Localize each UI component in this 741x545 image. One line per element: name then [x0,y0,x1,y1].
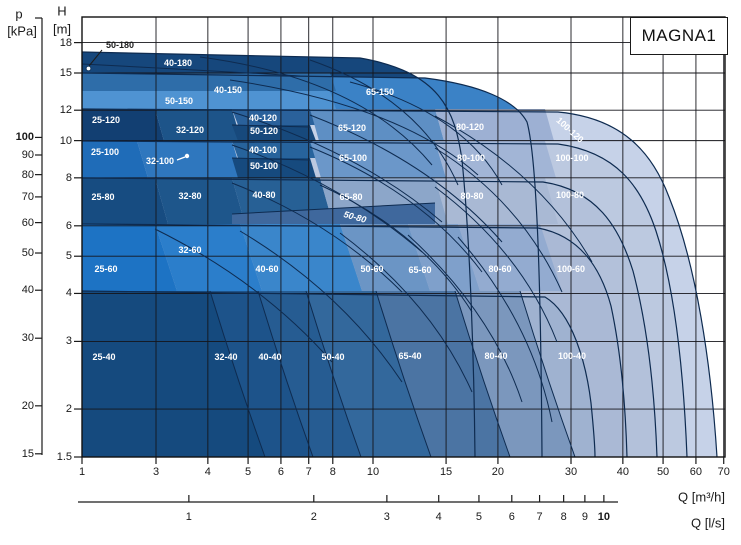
flow-m3h-tick-label: 10 [366,466,380,478]
pump-model-label: 65-40 [398,351,422,361]
flow-m3h-tick-label: 70 [717,466,730,478]
pump-model-label: 80-80 [460,191,484,201]
pressure-tick-label: 60 [21,216,34,229]
pump-model-label: 40-80 [252,190,276,200]
pump-model-label: 40-120 [248,113,278,123]
flow-ls-tick-label: 2 [310,511,317,523]
pump-model-label: 40-180 [163,58,193,68]
pump-model-label: 50-60 [360,264,384,274]
pump-model-label: 32-100 [145,156,175,166]
flow-m3h-tick-label: 20 [491,466,505,478]
pump-model-label: 32-120 [175,125,205,135]
pump-model-label: 25-100 [90,147,120,157]
head-tick-label: 8 [65,171,72,184]
flow-m3h-tick-label: 3 [152,466,160,478]
head-tick-label: 1.5 [56,451,72,463]
pump-model-label: 32-80 [178,191,202,201]
pump-model-label: 65-120 [337,123,367,133]
magna1-title: MAGNA1 [641,26,717,45]
flow-m3h-tick-label: 1 [78,466,86,478]
flow-m3h-tick-label: 30 [564,466,578,478]
pump-model-label: 40-150 [213,85,243,95]
pressure-tick-label: 90 [21,148,34,161]
pump-model-label: 100-40 [557,351,587,361]
pump-model-label: 25-120 [91,115,121,125]
pump-model-label: 32-60 [178,245,202,255]
pump-model-label: 50-40 [321,352,345,362]
flow-ls-tick-label: 7 [536,511,543,523]
pressure-tick-label: 80 [21,168,34,181]
pump-model-label: 65-150 [365,87,395,97]
pump-model-label: 50-180 [105,40,135,50]
flow-ls-tick-label: 10 [597,511,610,523]
pump-model-label: 80-100 [456,153,486,163]
pump-model-label: 40-40 [258,352,282,362]
head-tick-label: 15 [59,67,72,79]
pump-model-label: 50-150 [164,96,194,106]
pressure-tick-label: 30 [21,332,34,345]
pressure-axis-title: p [15,6,23,22]
head-tick-label: 4 [65,287,72,300]
pump-model-label: 80-40 [484,351,508,361]
flow-ls-tick-label: 4 [435,511,442,523]
flow-ls-tick-label: 8 [560,511,567,523]
flow-ls-tick-label: 3 [383,511,390,523]
flow-m3h-tick-label: 7 [305,466,312,478]
pressure-tick-label: 70 [21,190,34,203]
pump-model-label: 40-100 [248,145,278,155]
flow-ls-tick-label: 1 [185,511,192,523]
flow-m3h-tick-label: 40 [616,466,629,478]
pump-model-label: 25-60 [94,264,118,274]
pump-model-label: 25-40 [92,352,116,362]
pump-model-label: 32-40 [214,352,238,362]
head-axis-unit: [m] [52,21,72,37]
head-tick-label: 18 [59,36,72,49]
pump-model-label: 65-80 [339,192,363,202]
pump-model-label: 100-80 [555,190,585,200]
head-tick-label: 10 [59,134,72,147]
flow-axis-label-m3h: Q [m³/h] [678,489,725,505]
pump-model-label: 100-100 [555,153,589,163]
flow-axis-label-ls: Q [l/s] [691,515,725,531]
flow-m3h-tick-label: 50 [656,466,670,478]
flow-ls-tick-label: 6 [508,511,515,523]
pressure-axis-unit: [kPa] [7,23,37,39]
pump-model-label: 65-100 [338,153,368,163]
head-tick-label: 3 [65,335,72,348]
head-tick-label: 5 [65,250,72,263]
head-axis-title: H [57,3,67,19]
pump-model-label: 80-120 [455,122,485,132]
pressure-tick-label: 20 [21,399,34,412]
pressure-tick-label: 15 [21,447,34,460]
flow-m3h-tick-label: 4 [204,466,211,478]
magna1-title-box: MAGNA1 [630,17,728,55]
pump-model-label: 25-80 [91,192,115,202]
pump-model-label: 50-100 [249,161,279,171]
pump-model-label: 40-60 [255,264,279,274]
flow-ls-tick-label: 5 [475,511,482,523]
pump-model-label: 50-120 [249,126,279,136]
head-tick-label: 12 [59,104,72,117]
flow-m3h-tick-label: 6 [277,466,284,478]
flow-m3h-tick-label: 60 [689,466,703,478]
pump-model-label: 80-60 [488,264,512,274]
pressure-tick-label: 50 [21,247,34,259]
pump-model-label: 100-60 [556,264,586,274]
head-tick-label: 2 [65,403,72,416]
flow-m3h-tick-label: 5 [245,466,252,478]
pressure-tick-label: 40 [21,284,34,297]
pump-model-label: 65-60 [408,265,432,275]
flow-ls-tick-label: 9 [581,511,588,523]
pressure-tick-label: 100 [15,131,34,144]
head-tick-label: 6 [65,219,72,232]
flow-m3h-tick-label: 8 [329,466,336,478]
flow-m3h-tick-label: 15 [439,466,453,478]
